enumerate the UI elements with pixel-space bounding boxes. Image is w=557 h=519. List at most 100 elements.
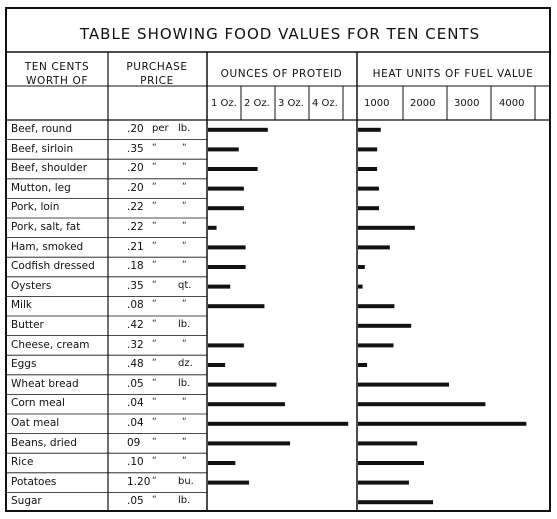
fuel-value-bar (358, 441, 418, 446)
food-column-header: TEN CENTS WORTH OF (7, 60, 107, 88)
price-unit: qt. (178, 279, 192, 291)
price-unit: lb. (178, 319, 191, 330)
price-per-mark: “ (152, 397, 157, 408)
price-unit: lb. (178, 495, 191, 507)
food-name: Rice (11, 456, 34, 469)
fuel-value-bar (358, 225, 415, 230)
chart-title: TABLE SHOWING FOOD VALUES FOR TEN CENTS (79, 25, 481, 43)
price-unit: “ (182, 221, 187, 231)
fuel-value-bar (358, 304, 395, 309)
proteid-bar (208, 421, 349, 426)
price-value: .20 (127, 123, 144, 135)
proteid-bar (208, 147, 239, 152)
proteid-bar (208, 206, 244, 211)
price-value: .22 (127, 221, 144, 233)
proteid-bar (208, 343, 244, 348)
fuel-value-bar (358, 186, 379, 191)
price-unit: “ (182, 162, 187, 173)
proteid-bar (208, 225, 217, 230)
fuel-value-bar (358, 127, 381, 132)
price-per-mark: “ (152, 162, 157, 173)
price-per-mark: “ (152, 142, 157, 153)
price-per-mark: “ (152, 495, 157, 506)
price-column-header: PURCHASE PRICE (108, 60, 206, 88)
price-per-mark: “ (152, 377, 157, 388)
proteid-bar (208, 441, 291, 446)
price-per-mark: “ (152, 417, 157, 427)
price-per-mark: “ (152, 338, 157, 349)
proteid-bar (208, 363, 226, 367)
fuel-value-bar (358, 363, 368, 367)
fuel-value-bar (358, 323, 412, 328)
food-value-table: TABLE SHOWING FOOD VALUES FOR TEN CENTS (5, 7, 551, 512)
food-name: Butter (11, 319, 44, 331)
fuel-value-bar (358, 480, 409, 485)
price-per-mark: “ (152, 358, 157, 369)
food-name: Beef, sirloin (11, 142, 74, 155)
price-unit: “ (182, 142, 187, 153)
price-value: .18 (127, 260, 144, 273)
price-unit: “ (182, 397, 187, 408)
fuel-value-bar (358, 421, 527, 426)
food-name: Beans, dried (11, 436, 77, 449)
protein-tick-label: 2 Oz. (244, 98, 270, 109)
proteid-bar (208, 167, 258, 171)
proteid-bar (208, 461, 236, 465)
proteid-bar (208, 382, 277, 387)
proteid-bar (208, 265, 246, 269)
price-unit: lb. (178, 377, 191, 389)
proteid-bar (208, 127, 268, 132)
proteid-bar (208, 245, 246, 250)
price-unit: “ (182, 201, 187, 212)
price-value: .35 (127, 142, 144, 155)
price-per-mark: “ (152, 279, 157, 290)
price-value: .04 (127, 397, 144, 410)
fuel-value-bar (358, 461, 424, 465)
fuel-tick-label: 4000 (499, 98, 525, 109)
price-value: .42 (127, 319, 144, 331)
food-name: Corn meal (11, 397, 65, 410)
price-value: 09 (127, 436, 141, 449)
price-per-mark: per (152, 123, 169, 134)
protein-tick-label: 3 Oz. (278, 98, 304, 109)
price-per-mark: “ (152, 260, 157, 271)
price-value: .04 (127, 417, 144, 429)
price-per-mark: “ (152, 240, 157, 251)
price-unit: “ (182, 260, 187, 271)
protein-column-header: OUNCES OF PROTEID (220, 68, 343, 80)
fuel-value-bar (358, 500, 434, 505)
price-per-mark: “ (152, 475, 157, 486)
price-value: .22 (127, 201, 144, 214)
price-per-mark: “ (152, 436, 157, 447)
price-value: .10 (127, 456, 144, 469)
price-unit: lb. (178, 123, 191, 134)
fuel-value-bar (358, 284, 363, 289)
price-per-mark: “ (152, 456, 157, 467)
fuel-value-bar (358, 382, 449, 387)
fuel-tick-label: 3000 (454, 98, 480, 109)
price-value: .32 (127, 338, 144, 351)
price-value: .48 (127, 358, 144, 371)
proteid-bar (208, 186, 244, 191)
proteid-bar (208, 480, 250, 485)
fuel-tick-label: 1000 (364, 98, 390, 109)
food-name: Codfish dressed (11, 260, 95, 273)
food-name: Beef, round (11, 123, 72, 135)
price-per-mark: “ (152, 181, 157, 192)
proteid-bar (208, 304, 265, 309)
fuel-column-header: HEAT UNITS OF FUEL VALUE (372, 68, 534, 80)
fuel-value-bar (358, 402, 486, 407)
food-name: Milk (11, 299, 32, 312)
price-value: .08 (127, 299, 144, 312)
price-value: .05 (127, 377, 144, 390)
fuel-value-bar (358, 265, 365, 269)
food-name: Potatoes (11, 475, 57, 488)
price-per-mark: “ (152, 221, 157, 231)
food-name: Wheat bread (11, 377, 79, 390)
price-value: .05 (127, 495, 144, 508)
fuel-value-bar (358, 206, 379, 211)
price-unit: “ (182, 181, 187, 192)
food-name: Oysters (11, 279, 52, 292)
protein-tick-label: 4 Oz. (312, 98, 338, 109)
food-name: Pork, salt, fat (11, 221, 81, 233)
